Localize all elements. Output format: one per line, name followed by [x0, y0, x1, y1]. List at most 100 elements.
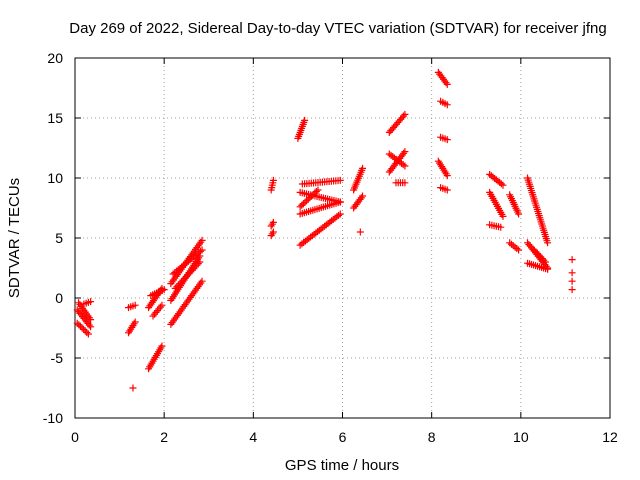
data-point — [174, 281, 182, 289]
data-point — [78, 324, 86, 332]
data-point — [535, 251, 543, 259]
data-point — [198, 236, 206, 244]
y-tick-label: -10 — [43, 410, 63, 426]
data-point — [359, 192, 367, 200]
x-tick-label: 6 — [339, 429, 347, 445]
data-point — [443, 186, 451, 194]
data-point — [158, 301, 166, 309]
data-point — [179, 276, 187, 284]
x-axis-label: GPS time / hours — [285, 457, 399, 474]
data-point — [401, 162, 409, 170]
data-point — [568, 286, 576, 294]
data-point — [442, 79, 450, 87]
data-point — [73, 319, 81, 327]
data-point — [336, 210, 344, 218]
y-tick-label: 10 — [47, 170, 63, 186]
data-point — [499, 212, 507, 220]
data-point — [401, 110, 409, 118]
y-axis-label: SDTVAR / TECUs — [6, 178, 23, 298]
chart-title: Day 269 of 2022, Sidereal Day-to-day VTE… — [69, 20, 606, 37]
data-point — [359, 164, 367, 172]
x-tick-label: 2 — [160, 429, 168, 445]
data-point — [76, 322, 84, 330]
data-point — [184, 271, 192, 279]
data-point — [298, 201, 306, 209]
data-point — [537, 253, 545, 261]
data-point — [131, 318, 139, 326]
data-point — [185, 270, 193, 278]
data-point — [191, 263, 199, 271]
data-point — [303, 197, 311, 205]
data-point — [401, 148, 409, 156]
data-point — [188, 266, 196, 274]
data-point — [196, 247, 204, 255]
data-point — [87, 316, 95, 324]
data-point — [269, 228, 277, 236]
data-point — [357, 194, 365, 202]
data-point — [443, 136, 451, 144]
data-point — [187, 268, 195, 276]
data-point — [198, 246, 206, 254]
x-tick-label: 4 — [249, 429, 257, 445]
data-point — [269, 176, 277, 184]
data-point — [544, 265, 552, 273]
data-point — [131, 301, 139, 309]
data-point — [84, 330, 92, 338]
data-point — [443, 101, 451, 109]
data-point — [87, 323, 95, 331]
data-point — [181, 275, 189, 282]
data-point — [301, 198, 309, 206]
x-axis-tick-labels: 0 2 4 6 8 10 12 — [71, 429, 618, 445]
data-point — [301, 116, 309, 124]
grid — [75, 58, 610, 418]
data-point — [515, 210, 523, 218]
data-point — [299, 200, 307, 208]
data-point — [307, 192, 315, 200]
data-point — [268, 220, 276, 228]
data-point — [309, 191, 317, 199]
data-point — [568, 269, 576, 277]
data-point — [306, 194, 314, 202]
data-point — [401, 179, 409, 187]
x-tick-label: 10 — [513, 429, 529, 445]
data-point — [160, 286, 168, 294]
y-tick-label: 20 — [47, 50, 63, 66]
x-tick-label: 8 — [428, 429, 436, 445]
data-point — [497, 223, 505, 231]
data-point — [129, 384, 137, 392]
data-points — [73, 68, 576, 392]
y-tick-label: 0 — [55, 290, 63, 306]
axis-ticks — [74, 57, 611, 419]
data-point — [190, 265, 198, 273]
data-point — [356, 228, 364, 236]
data-point — [87, 298, 95, 306]
data-point — [158, 342, 166, 350]
data-point — [336, 176, 344, 184]
data-point — [541, 258, 549, 266]
y-tick-label: 5 — [55, 230, 63, 246]
data-point — [176, 279, 184, 287]
x-tick-label: 12 — [602, 429, 618, 445]
data-point — [304, 195, 312, 203]
data-point — [540, 256, 548, 264]
data-point — [83, 328, 91, 336]
data-point — [400, 149, 408, 157]
data-point — [336, 198, 344, 206]
data-point — [198, 277, 206, 285]
x-tick-label: 0 — [71, 429, 79, 445]
data-point — [171, 284, 179, 292]
data-point — [296, 203, 304, 211]
data-point — [194, 260, 202, 268]
data-point — [182, 273, 190, 281]
data-point — [193, 261, 201, 269]
data-point — [530, 246, 538, 254]
data-point — [532, 248, 540, 256]
data-point — [497, 180, 505, 188]
data-point — [314, 186, 322, 194]
data-point — [399, 112, 407, 120]
data-point — [81, 327, 89, 335]
y-axis-tick-labels: -10 -5 0 5 10 15 20 — [43, 50, 63, 426]
data-point — [544, 239, 552, 247]
data-point — [312, 188, 320, 196]
